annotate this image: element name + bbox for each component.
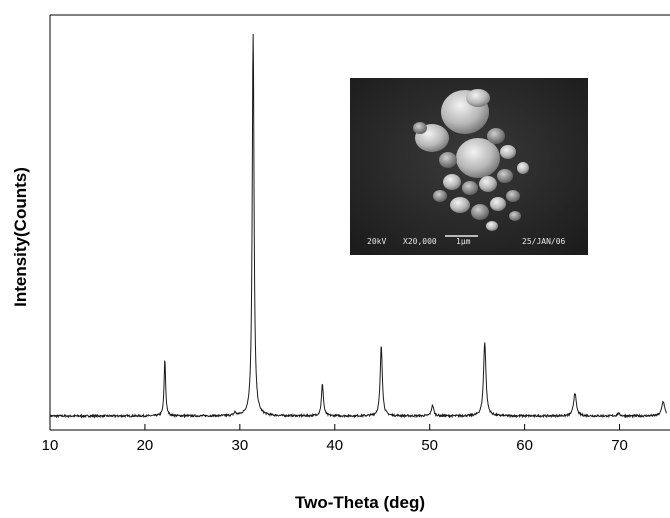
xrd-series-line [49,33,667,419]
x-tick-label-10: 10 [42,437,59,454]
x-axis-title: Two-Theta (deg) [295,493,425,512]
sem-date: 25/JAN/06 [522,237,566,246]
y-axis-title: Intensity(Counts) [11,167,30,307]
sem-magnification: X20,000 [403,237,437,246]
x-tick-label-30: 30 [232,437,249,454]
x-tick-label-60: 60 [516,437,533,454]
x-tick-label-40: 40 [326,437,343,454]
x-tick-label-50: 50 [421,437,438,454]
x-axis-ticks: 10 20 30 40 50 60 70 [42,424,628,454]
sem-voltage: 20kV [367,237,386,246]
sem-particles [413,89,529,231]
x-tick-label-70: 70 [611,437,628,454]
xrd-peak-1 [163,358,166,361]
sem-inset: 20kV X20,000 1μm 25/JAN/06 [350,78,588,255]
x-tick-label-20: 20 [137,437,154,454]
sem-scale-label: 1μm [456,237,471,246]
